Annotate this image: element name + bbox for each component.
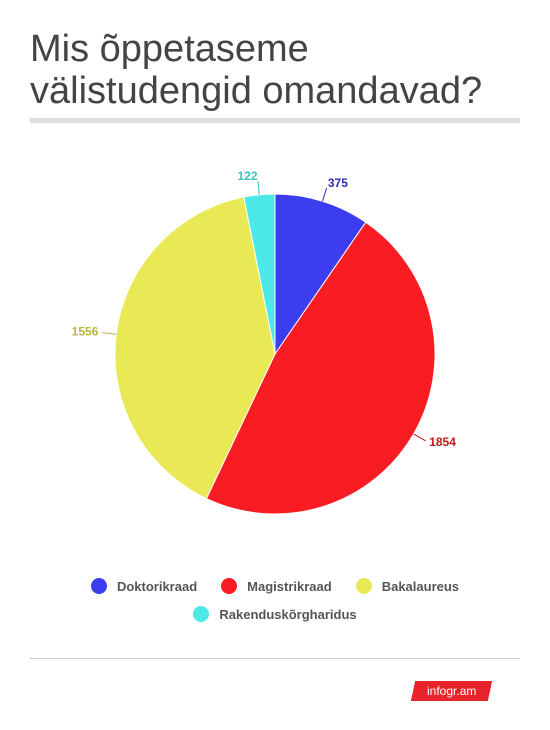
data-label: 1854: [429, 435, 456, 449]
legend: Doktorikraad Magistrikraad Bakalaureus Rake…: [75, 578, 475, 622]
legend-label: Bakalaureus: [381, 578, 460, 594]
legend-swatch: [355, 578, 372, 594]
pie-slice: [205, 221, 436, 515]
legend-swatch: [193, 606, 210, 622]
footer-rule: [30, 658, 520, 659]
brand-text: infogr.am: [426, 684, 477, 698]
brand-logo[interactable]: infogr.am: [410, 681, 493, 701]
legend-label: Doktorikraad: [116, 578, 198, 594]
legend-item[interactable]: Doktorikraad: [90, 578, 198, 594]
leader-line: [322, 187, 328, 202]
chart-title: Mis õppetaseme välistudengid omandavad?: [30, 28, 483, 112]
data-label: 122: [238, 169, 258, 183]
leader-line: [102, 332, 117, 335]
data-label: 375: [328, 176, 348, 190]
chart: 375 1854 1556 122: [72, 169, 456, 515]
legend-label: Rakenduskõrgharidus: [219, 606, 357, 622]
pie-slice: [114, 196, 276, 500]
legend-label: Magistrikraad: [247, 578, 332, 594]
title-rule: [30, 118, 520, 123]
legend-item[interactable]: Bakalaureus: [355, 578, 460, 594]
legend-swatch: [221, 578, 238, 594]
legend-swatch: [90, 578, 107, 594]
leader-line: [257, 180, 260, 195]
leader-line: [413, 433, 426, 442]
legend-item[interactable]: Magistrikraad: [221, 578, 332, 594]
pie-slice: [243, 193, 276, 355]
legend-item[interactable]: Rakenduskõrgharidus: [193, 606, 357, 622]
data-label: 1556: [72, 324, 99, 338]
